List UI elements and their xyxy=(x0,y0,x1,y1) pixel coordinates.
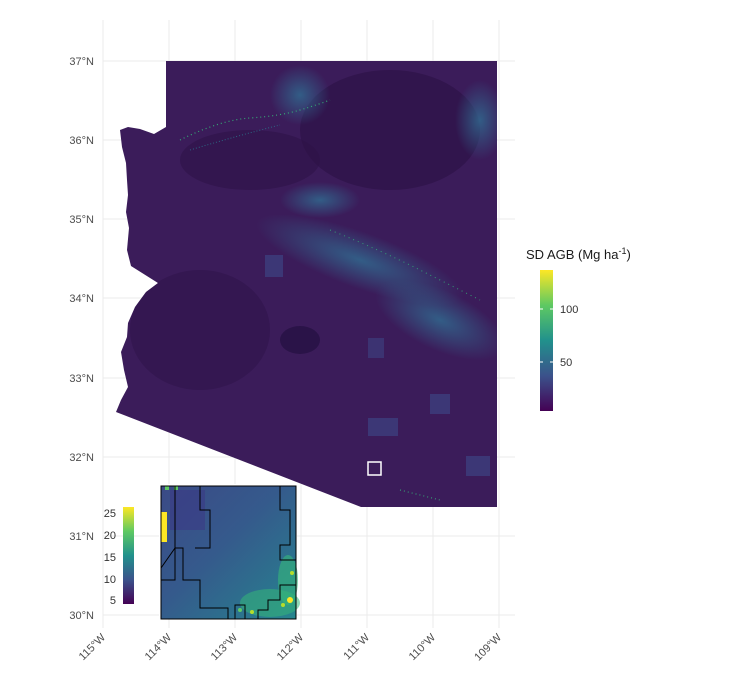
lat-label-35: 35°N xyxy=(69,214,94,226)
legend-tick-100: 100 xyxy=(560,304,578,316)
biomass-texture xyxy=(130,65,497,501)
lon-label-111: 111°W xyxy=(341,631,372,662)
inset-boundaries xyxy=(160,486,296,619)
inset-legend: 25 20 15 10 5 xyxy=(104,507,134,607)
legend-title: SD AGB (Mg ha-1) xyxy=(526,246,631,262)
lon-label-112: 112°W xyxy=(275,631,307,663)
inset-location-box xyxy=(367,461,382,476)
lon-label-109: 109°W xyxy=(472,631,504,663)
legend-tick-50: 50 xyxy=(560,357,572,369)
lat-label-31: 31°N xyxy=(69,531,94,543)
inset-colorbar xyxy=(123,507,134,604)
legend-colorbar xyxy=(540,270,553,411)
legend-title-superscript: -1 xyxy=(618,246,626,256)
lon-label-115: 115°W xyxy=(77,631,109,663)
lat-label-33: 33°N xyxy=(69,373,94,385)
lon-label-113: 113°W xyxy=(209,631,241,663)
inset-tick-10: 10 xyxy=(104,574,116,586)
lat-label-37: 37°N xyxy=(69,56,94,68)
inset-map xyxy=(159,484,300,620)
inset-tick-15: 15 xyxy=(104,552,116,564)
inset-tick-20: 20 xyxy=(104,530,116,542)
latitude-axis: 37°N 36°N 35°N 34°N 33°N 32°N 31°N 30°N xyxy=(69,56,94,622)
longitude-axis: 115°W 114°W 113°W 112°W 111°W 110°W 109°… xyxy=(77,631,505,663)
lon-label-114: 114°W xyxy=(143,631,175,663)
inset-tick-25: 25 xyxy=(104,508,116,520)
main-legend: SD AGB (Mg ha-1) 100 50 xyxy=(526,246,631,411)
legend-title-close: ) xyxy=(627,247,631,262)
legend-title-main: SD AGB (Mg ha xyxy=(526,247,619,262)
lat-label-36: 36°N xyxy=(69,135,94,147)
lat-label-30: 30°N xyxy=(69,610,94,622)
lat-label-34: 34°N xyxy=(69,293,94,305)
inset-tick-5: 5 xyxy=(110,595,116,607)
arizona-raster xyxy=(116,61,497,507)
lat-label-32: 32°N xyxy=(69,452,94,464)
lon-label-110: 110°W xyxy=(407,631,439,663)
